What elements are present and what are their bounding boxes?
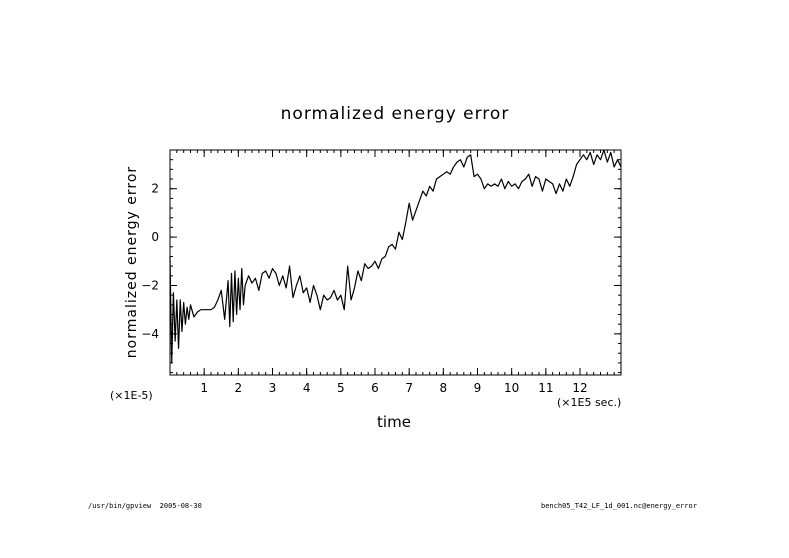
footer-program-date: /usr/bin/gpview 2005-08-30: [88, 502, 202, 510]
y-axis-ticks: 2 0 −2 −4: [141, 182, 621, 341]
y-multiplier-label: (×1E-5): [110, 389, 153, 402]
x-tick-label: 6: [371, 381, 379, 395]
chart-title: normalized energy error: [281, 104, 510, 124]
x-axis-label: time: [377, 413, 411, 431]
y-tick-label: −2: [141, 278, 159, 292]
y-tick-label: 2: [151, 182, 159, 196]
y-tick-label: −4: [141, 327, 159, 341]
x-tick-label: 7: [405, 381, 413, 395]
x-axis-ticks: 1 2 3 4 5 6 7 8 9 10 11 12: [200, 150, 588, 395]
x-tick-label: 8: [440, 381, 448, 395]
x-tick-label: 4: [303, 381, 311, 395]
x-tick-label: 12: [572, 381, 587, 395]
plot-frame: [169, 149, 622, 376]
x-tick-label: 1: [200, 381, 208, 395]
x-tick-label: 2: [235, 381, 243, 395]
y-axis-label: normalized energy error: [124, 166, 140, 358]
series-line: [169, 149, 622, 364]
minor-ticks: [170, 150, 622, 375]
x-tick-label: 5: [337, 381, 345, 395]
x-multiplier-label: (×1E5 sec.): [557, 396, 621, 409]
x-tick-label: 3: [269, 381, 277, 395]
x-tick-label: 10: [504, 381, 519, 395]
footer-source-file: bench05_T42_LF_1d_001.nc@energy_error: [541, 502, 697, 510]
y-tick-label: 0: [151, 230, 159, 244]
x-tick-label: 11: [538, 381, 553, 395]
x-tick-label: 9: [474, 381, 482, 395]
